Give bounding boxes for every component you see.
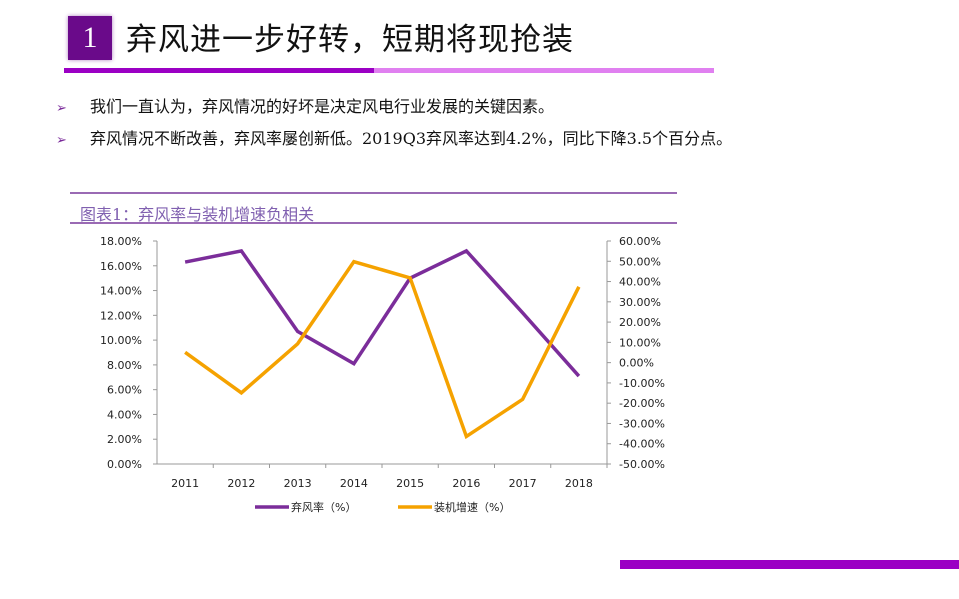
right-tick-label: 60.00% (619, 235, 661, 248)
bullet-item: ➢ 弃风情况不断改善，弃风率屡创新低。2019Q3弃风率达到4.2%，同比下降3.… (56, 125, 732, 149)
bullet-text: 我们一直认为，弃风情况的好坏是决定风电行业发展的关键因素。 (90, 97, 555, 116)
right-tick-label: -10.00% (619, 377, 665, 390)
left-tick-label: 0.00% (107, 458, 142, 471)
left-tick-label: 2.00% (107, 433, 142, 446)
right-tick-label: 10.00% (619, 336, 661, 349)
chart-title: 图表1：弃风率与装机增速负相关 (80, 205, 315, 224)
right-tick-label: 30.00% (619, 296, 661, 309)
x-tick-label: 2012 (227, 477, 255, 490)
x-tick-label: 2017 (509, 477, 537, 490)
x-tick-label: 2013 (284, 477, 312, 490)
x-tick-label: 2016 (452, 477, 480, 490)
right-tick-label: 0.00% (619, 357, 654, 370)
x-tick-label: 2018 (565, 477, 593, 490)
title-underline-light (374, 68, 714, 73)
arrow-bullet-icon: ➢ (56, 101, 67, 116)
chart-title-top-rule (70, 192, 677, 194)
page-title: 弃风进一步好转，短期将现抢装 (126, 22, 574, 58)
chart-title-bottom-rule (70, 222, 677, 224)
left-tick-label: 10.00% (100, 334, 142, 347)
left-tick-label: 8.00% (107, 359, 142, 372)
bullet-text: 弃风情况不断改善，弃风率屡创新低。2019Q3弃风率达到4.2%，同比下降3.5… (90, 129, 733, 148)
section-number: 1 (68, 16, 112, 60)
right-tick-label: 20.00% (619, 316, 661, 329)
x-tick-label: 2011 (171, 477, 199, 490)
legend-label: 弃风率（%） (291, 500, 356, 514)
left-tick-label: 16.00% (100, 260, 142, 273)
x-tick-label: 2015 (396, 477, 424, 490)
bullet-item: ➢ 我们一直认为，弃风情况的好坏是决定风电行业发展的关键因素。 (56, 93, 554, 117)
right-tick-label: -50.00% (619, 458, 665, 471)
series-line-2 (184, 259, 581, 440)
arrow-bullet-icon: ➢ (56, 133, 67, 148)
right-tick-label: -30.00% (619, 417, 665, 430)
left-tick-label: 12.00% (100, 309, 142, 322)
right-tick-label: -40.00% (619, 438, 665, 451)
series-line-1 (184, 248, 581, 378)
left-tick-label: 14.00% (100, 285, 142, 298)
left-tick-label: 4.00% (107, 408, 142, 421)
right-tick-label: -20.00% (619, 397, 665, 410)
right-tick-label: 40.00% (619, 276, 661, 289)
footer-bar (620, 560, 959, 569)
legend-label: 装机增速（%） (434, 500, 510, 514)
title-underline-dark (64, 68, 374, 73)
left-tick-label: 18.00% (100, 235, 142, 248)
right-tick-label: 50.00% (619, 255, 661, 268)
x-tick-label: 2014 (340, 477, 368, 490)
left-tick-label: 6.00% (107, 384, 142, 397)
